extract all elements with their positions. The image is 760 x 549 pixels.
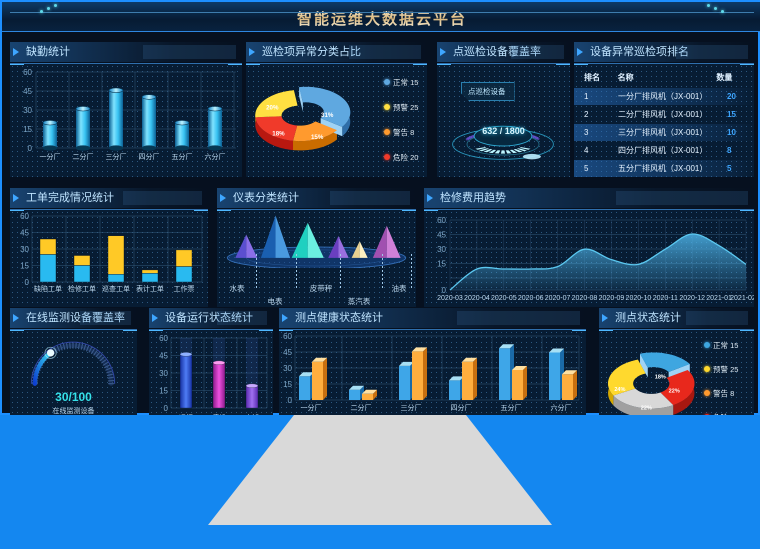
svg-text:2020-07: 2020-07 (545, 295, 571, 302)
svg-text:22%: 22% (641, 405, 652, 411)
svg-text:30: 30 (159, 369, 168, 378)
svg-text:45: 45 (20, 229, 29, 238)
svg-text:2020-04: 2020-04 (464, 295, 490, 302)
svg-text:2020-09: 2020-09 (599, 295, 625, 302)
svg-text:15: 15 (159, 387, 168, 396)
svg-text:0: 0 (25, 278, 30, 287)
svg-text:巡查工单: 巡查工单 (102, 284, 130, 293)
svg-text:15: 15 (20, 262, 29, 271)
svg-text:2020-10: 2020-10 (626, 295, 652, 302)
svg-text:六分厂: 六分厂 (205, 152, 226, 161)
svg-text:三分厂: 三分厂 (106, 152, 127, 161)
svg-text:18%: 18% (272, 131, 285, 138)
svg-text:60: 60 (20, 212, 29, 221)
svg-text:15: 15 (23, 125, 32, 134)
svg-text:15: 15 (437, 260, 446, 269)
svg-text:24%: 24% (614, 387, 625, 393)
svg-text:四分厂: 四分厂 (139, 152, 160, 161)
svg-text:15: 15 (283, 380, 292, 389)
svg-text:二分厂: 二分厂 (351, 403, 372, 412)
svg-text:22%: 22% (669, 389, 680, 395)
svg-text:表计工单: 表计工单 (136, 284, 164, 293)
svg-text:2020-12: 2020-12 (679, 295, 705, 302)
svg-text:45: 45 (437, 231, 446, 240)
svg-text:工作票: 工作票 (174, 284, 195, 293)
svg-text:30: 30 (20, 245, 29, 254)
svg-text:60: 60 (159, 334, 168, 343)
svg-text:0: 0 (288, 396, 293, 405)
svg-text:2020-05: 2020-05 (491, 295, 517, 302)
svg-text:2021-02: 2021-02 (730, 295, 754, 302)
svg-text:检修工单: 检修工单 (68, 284, 96, 293)
svg-text:2020-08: 2020-08 (572, 295, 598, 302)
svg-text:2020-03: 2020-03 (437, 295, 463, 302)
svg-text:45: 45 (283, 348, 292, 357)
svg-text:18%: 18% (655, 375, 666, 381)
svg-text:31%: 31% (321, 112, 334, 119)
svg-text:四分厂: 四分厂 (451, 403, 472, 412)
svg-text:20%: 20% (266, 104, 279, 111)
svg-text:五分厂: 五分厂 (501, 403, 522, 412)
svg-text:0: 0 (28, 144, 33, 153)
svg-text:45: 45 (159, 352, 168, 361)
svg-text:0: 0 (442, 286, 447, 295)
svg-text:0: 0 (164, 404, 169, 413)
svg-text:三分厂: 三分厂 (401, 403, 422, 412)
svg-text:60: 60 (23, 68, 32, 77)
svg-text:六分厂: 六分厂 (551, 403, 572, 412)
svg-text:一分厂: 一分厂 (301, 403, 322, 412)
svg-text:缺陷工单: 缺陷工单 (34, 284, 62, 293)
svg-text:二分厂: 二分厂 (73, 152, 94, 161)
svg-text:五分厂: 五分厂 (172, 152, 193, 161)
svg-text:30: 30 (437, 245, 446, 254)
svg-text:2020-11: 2020-11 (653, 295, 678, 302)
svg-text:15%: 15% (311, 134, 324, 141)
svg-text:60: 60 (283, 332, 292, 341)
svg-text:60: 60 (437, 216, 446, 225)
svg-text:2021-01: 2021-01 (706, 295, 732, 302)
svg-text:2020-06: 2020-06 (518, 295, 544, 302)
svg-text:30: 30 (283, 364, 292, 373)
svg-text:30: 30 (23, 106, 32, 115)
svg-text:一分厂: 一分厂 (40, 152, 61, 161)
svg-text:45: 45 (23, 87, 32, 96)
